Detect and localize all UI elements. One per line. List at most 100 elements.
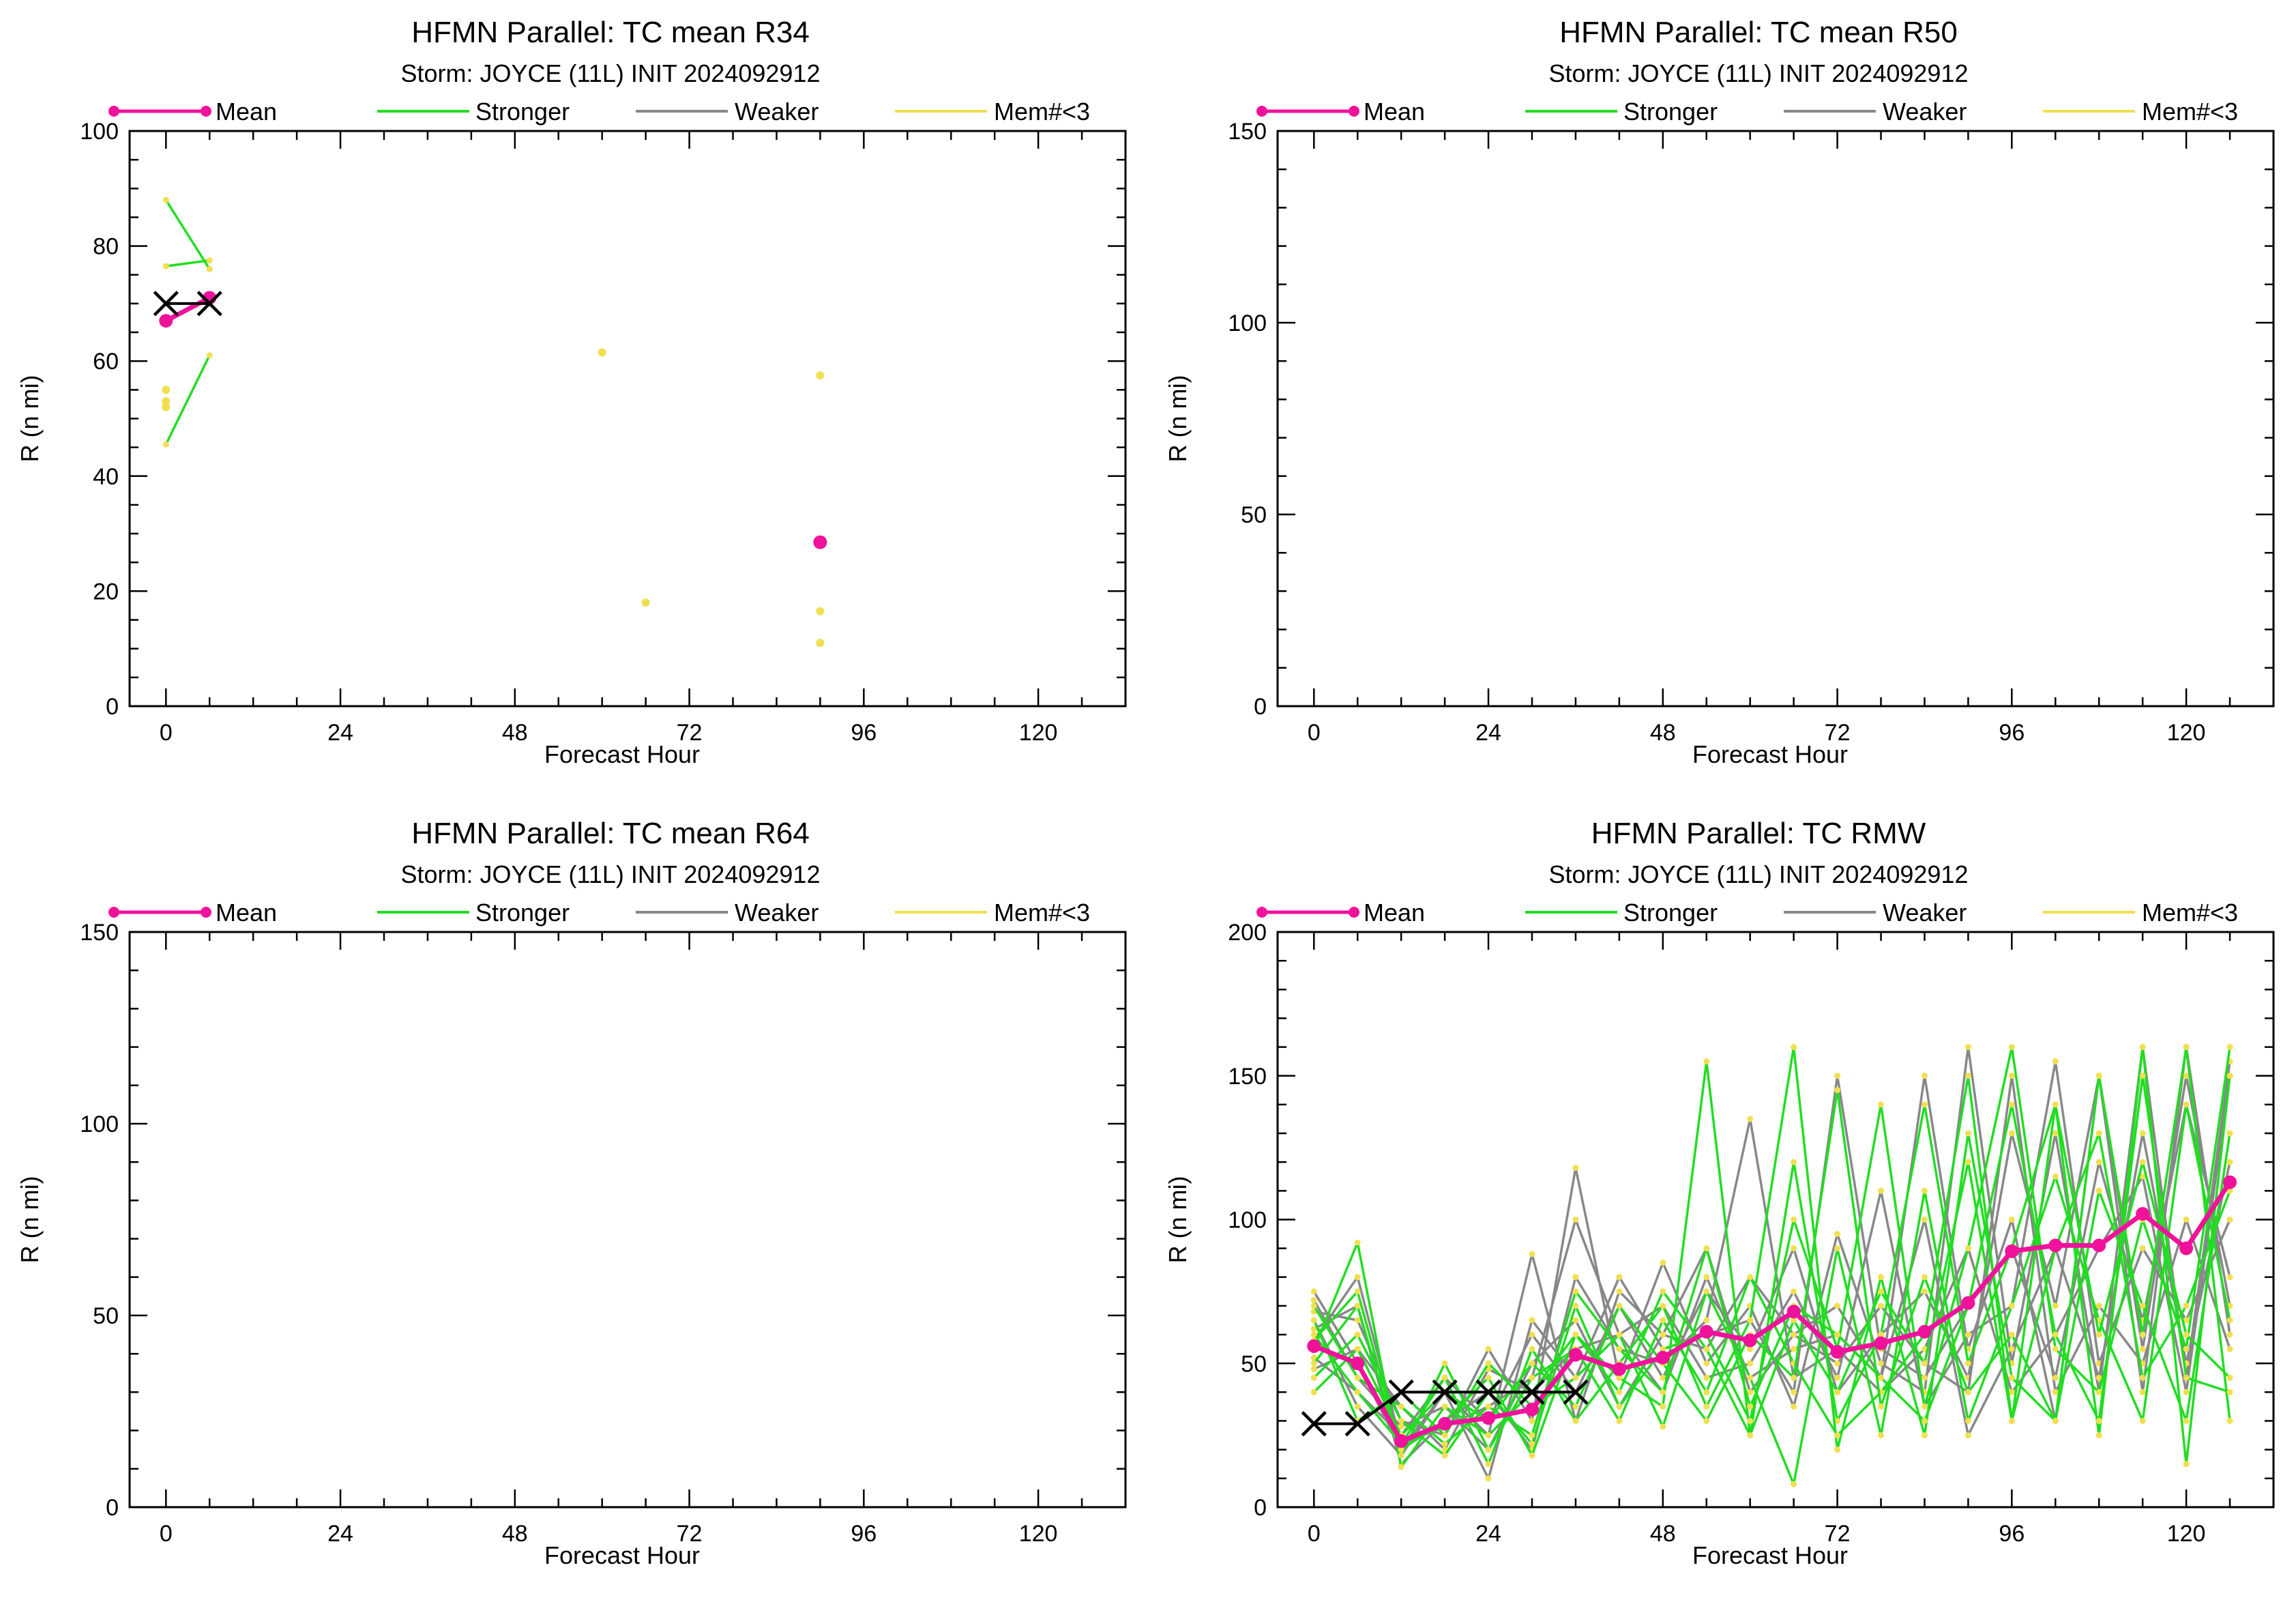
y-tick-label: 60	[93, 349, 119, 375]
stronger-member-point	[1791, 1481, 1797, 1487]
legend-weaker-label: Weaker	[1883, 899, 1967, 927]
stronger-member-point	[1616, 1374, 1623, 1381]
stronger-member-point	[2226, 1044, 2233, 1051]
chart-title: HFMN Parallel: TC mean R50	[1559, 16, 1958, 49]
mean-point	[1568, 1348, 1583, 1362]
stronger-member-point	[162, 263, 169, 270]
x-tick-label: 72	[677, 1521, 703, 1547]
stronger-member-point	[1572, 1403, 1579, 1410]
weaker-member-point	[1354, 1317, 1361, 1324]
y-axis-label: R (n mi)	[1164, 375, 1192, 463]
stronger-member-point	[1834, 1087, 1841, 1094]
stronger-member-point	[2095, 1418, 2102, 1425]
mean-point	[1482, 1411, 1496, 1425]
weaker-member-point	[1747, 1360, 1754, 1367]
stronger-member-point	[1703, 1403, 1710, 1410]
obs-marker	[153, 291, 179, 317]
chart-subtitle: Storm: JOYCE (11L) INIT 2024092912	[1549, 860, 1969, 888]
weaker-member-point	[1485, 1345, 1492, 1352]
stronger-member-point	[1441, 1403, 1448, 1410]
weaker-member-point	[1616, 1288, 1623, 1295]
stronger-member-point	[2139, 1302, 2146, 1309]
weaker-member-point	[1529, 1251, 1535, 1257]
weaker-member-point	[1485, 1475, 1492, 1482]
stronger-member-point	[2008, 1374, 2015, 1381]
obs-marker	[1519, 1379, 1545, 1405]
x-tick-label: 96	[1999, 720, 2025, 746]
stronger-member-point	[1791, 1044, 1797, 1051]
stronger-member-point	[2008, 1331, 2015, 1338]
mean-point	[2005, 1244, 2019, 1258]
stronger-member-point	[2052, 1331, 2059, 1338]
weaker-member-point	[1660, 1331, 1666, 1338]
weaker-member-point	[1791, 1331, 1797, 1338]
stronger-member-point	[1398, 1463, 1404, 1470]
legend-few-label: Mem#<3	[2142, 98, 2238, 126]
stronger-member-point	[1921, 1432, 1928, 1439]
weaker-member-point	[1834, 1231, 1841, 1238]
stronger-member-point	[2095, 1331, 2102, 1338]
x-tick-label: 96	[851, 1521, 877, 1547]
stronger-member-point	[2052, 1345, 2059, 1352]
x-tick-label: 48	[1650, 1521, 1676, 1547]
x-tick-label: 0	[160, 1521, 173, 1547]
stronger-member-point	[1660, 1403, 1666, 1410]
stronger-member-point	[2226, 1388, 2233, 1395]
stronger-member-point	[1878, 1374, 1885, 1381]
chart-svg: HFMN Parallel: TC mean R50 Storm: JOYCE (…	[1164, 16, 2275, 768]
weaker-member-point	[2226, 1217, 2233, 1223]
weaker-member-line	[1312, 1132, 2231, 1446]
weaker-member-point	[2226, 1331, 2233, 1338]
weaker-member-point	[1572, 1317, 1579, 1324]
stronger-member-point	[1572, 1374, 1579, 1381]
weaker-member-point	[1310, 1297, 1317, 1304]
y-tick-label: 200	[1228, 920, 1267, 946]
stronger-member-point	[1441, 1452, 1448, 1459]
stronger-member-point	[1878, 1403, 1885, 1410]
stronger-member-point	[206, 257, 213, 264]
weaker-member-point	[1572, 1217, 1579, 1223]
x-tick-label: 24	[1475, 720, 1501, 746]
stronger-member-point	[2226, 1073, 2233, 1079]
stronger-member-point	[2052, 1418, 2059, 1425]
weaker-member-point	[1616, 1274, 1623, 1281]
stronger-member-point	[1616, 1331, 1623, 1338]
stronger-member-line	[1313, 1089, 2231, 1437]
chart-panel-rmw: HFMN Parallel: TC RMW Storm: JOYCE (11L) …	[1148, 801, 2296, 1602]
stronger-member-point	[2095, 1073, 2102, 1079]
few-member-point	[162, 397, 171, 406]
stronger-member-point	[1616, 1302, 1623, 1309]
stronger-member-point	[1834, 1388, 1841, 1395]
weaker-member-point	[2008, 1388, 2015, 1395]
mean-point	[159, 314, 173, 328]
stronger-member-point	[2008, 1302, 2015, 1309]
stronger-member-point	[1878, 1101, 1885, 1108]
stronger-member-point	[1485, 1461, 1492, 1468]
mean-point	[1743, 1333, 1757, 1348]
plot-frame	[128, 931, 1127, 1509]
x-axis-label: Forecast Hour	[1692, 740, 1848, 768]
stronger-member-point	[1791, 1317, 1797, 1324]
x-tick-label: 24	[327, 720, 353, 746]
weaker-member-point	[2095, 1302, 2102, 1309]
stronger-member-point	[1660, 1302, 1666, 1309]
stronger-member-point	[1964, 1360, 1971, 1367]
stronger-member-point	[2183, 1331, 2190, 1338]
stronger-member-point	[2139, 1159, 2146, 1165]
weaker-member-point	[1747, 1345, 1754, 1352]
stronger-member-point	[1703, 1245, 1710, 1252]
stronger-member-point	[206, 265, 213, 272]
stronger-member-point	[2183, 1044, 2190, 1051]
stronger-member-point	[1747, 1432, 1754, 1439]
legend-stronger-label: Stronger	[1623, 98, 1718, 126]
y-tick-label: 50	[93, 1303, 119, 1329]
stronger-member-point	[2183, 1418, 2190, 1425]
weaker-member-point	[2052, 1388, 2059, 1395]
stronger-member-point	[2226, 1130, 2233, 1137]
weaker-member-point	[1572, 1165, 1579, 1171]
stronger-member-point	[1310, 1317, 1317, 1324]
weaker-member-point	[1834, 1073, 1841, 1079]
mean-point	[1655, 1350, 1670, 1365]
weaker-member-point	[1660, 1259, 1666, 1266]
x-tick-label: 120	[1019, 720, 1058, 746]
